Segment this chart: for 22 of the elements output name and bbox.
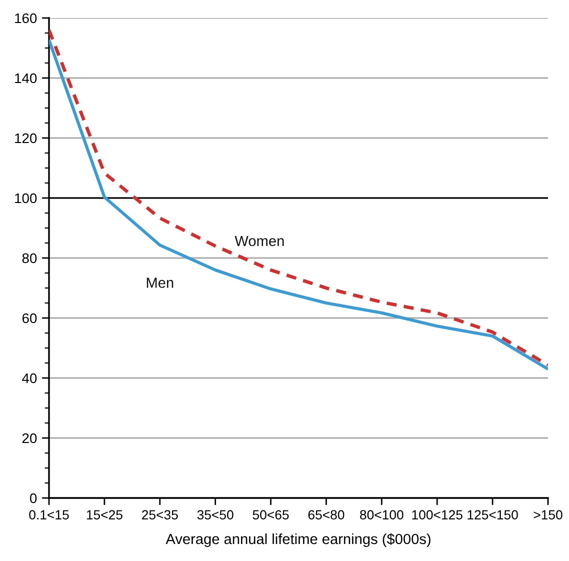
y-tick-label: 60	[22, 313, 37, 324]
x-tick-label: 15<25	[86, 510, 122, 520]
y-tick-label: 40	[22, 373, 37, 384]
x-tick-label: 50<65	[252, 510, 289, 520]
y-tick-label: 100	[15, 193, 37, 204]
y-tick-label: 120	[15, 133, 37, 144]
series-label: Men	[146, 278, 174, 288]
x-tick-label: 100<125	[412, 510, 462, 520]
series-label: Women	[234, 236, 284, 246]
x-tick-label: 80<100	[360, 510, 404, 520]
x-axis-title: Average annual lifetime earnings ($000s)	[166, 533, 430, 548]
x-tick-label: 65<80	[308, 510, 344, 520]
y-tick-label: 0	[30, 493, 37, 504]
x-tick-label: 35<50	[197, 510, 234, 520]
x-tick-label: 0.1<15	[29, 510, 69, 520]
y-tick-label: 20	[22, 433, 37, 444]
y-tick-label: 140	[15, 73, 37, 84]
x-tick-label: 125<150	[468, 510, 518, 520]
x-tick-label: >150	[534, 510, 562, 520]
x-tick-label: 25<35	[142, 510, 178, 520]
y-tick-label: 80	[22, 253, 37, 264]
y-tick-label: 160	[15, 13, 37, 24]
